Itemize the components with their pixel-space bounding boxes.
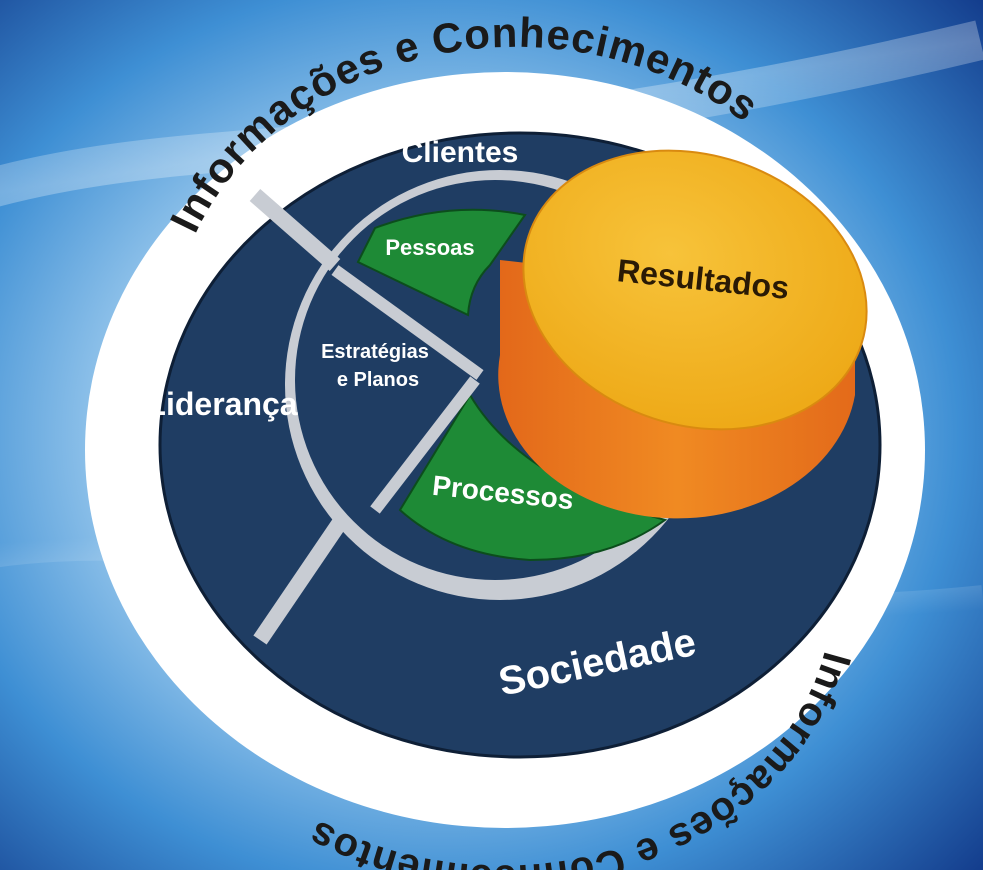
resultados-cylinder-top <box>522 149 868 431</box>
processos-wedge <box>398 393 668 562</box>
label-estrategias-line1: Estratégias <box>321 341 429 363</box>
label-lideranca: Liderança <box>146 386 297 422</box>
divider <box>249 188 341 272</box>
divider <box>253 510 352 645</box>
pessoas-wedge <box>356 208 527 317</box>
divider <box>370 376 480 514</box>
label-estrategias-line2: e Planos <box>337 369 419 391</box>
label-pessoas: Pessoas <box>385 235 474 260</box>
label-clientes: Clientes <box>402 136 519 169</box>
divider <box>331 265 484 380</box>
